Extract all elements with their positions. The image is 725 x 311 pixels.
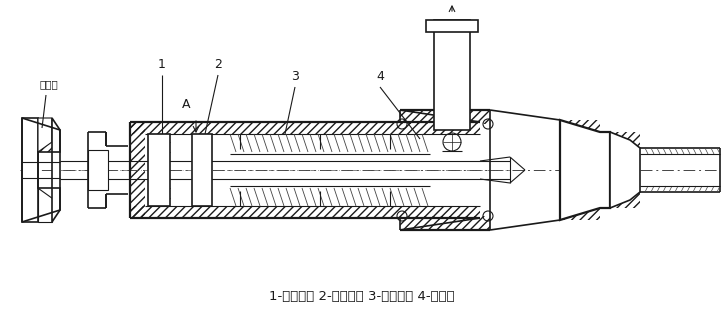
Bar bbox=[130, 122, 145, 218]
Bar bbox=[148, 182, 170, 206]
Text: 4: 4 bbox=[376, 70, 384, 83]
Bar bbox=[52, 130, 60, 210]
Bar bbox=[88, 150, 108, 190]
Bar bbox=[130, 206, 480, 218]
Text: 1-工作活塞 2-控制活塞 3-调节螺套 4-单向阀: 1-工作活塞 2-控制活塞 3-调节螺套 4-单向阀 bbox=[269, 290, 455, 303]
Text: B: B bbox=[445, 0, 454, 1]
Bar bbox=[434, 20, 444, 130]
Polygon shape bbox=[52, 118, 60, 222]
Bar bbox=[38, 198, 52, 222]
Text: 驱动轮: 驱动轮 bbox=[40, 79, 59, 89]
Bar bbox=[460, 20, 470, 130]
Bar bbox=[192, 134, 212, 206]
Polygon shape bbox=[38, 188, 52, 222]
Bar bbox=[22, 118, 38, 222]
Bar bbox=[192, 134, 212, 158]
Polygon shape bbox=[38, 118, 52, 152]
Polygon shape bbox=[22, 118, 38, 222]
Bar bbox=[130, 122, 480, 134]
Text: 1: 1 bbox=[158, 58, 166, 71]
Bar bbox=[426, 20, 478, 32]
Bar bbox=[434, 20, 470, 130]
Bar bbox=[560, 205, 600, 220]
Bar bbox=[426, 20, 478, 32]
Bar bbox=[560, 120, 600, 135]
Bar bbox=[148, 134, 170, 158]
Bar bbox=[400, 110, 490, 124]
Text: A: A bbox=[182, 98, 190, 111]
Bar bbox=[88, 150, 108, 190]
Bar bbox=[192, 182, 212, 206]
Bar bbox=[148, 134, 170, 206]
Text: 3: 3 bbox=[291, 70, 299, 83]
Polygon shape bbox=[560, 120, 610, 220]
Bar bbox=[400, 216, 490, 230]
Text: 2: 2 bbox=[214, 58, 222, 71]
Bar bbox=[38, 118, 52, 152]
Polygon shape bbox=[610, 132, 640, 208]
Bar bbox=[610, 132, 640, 208]
